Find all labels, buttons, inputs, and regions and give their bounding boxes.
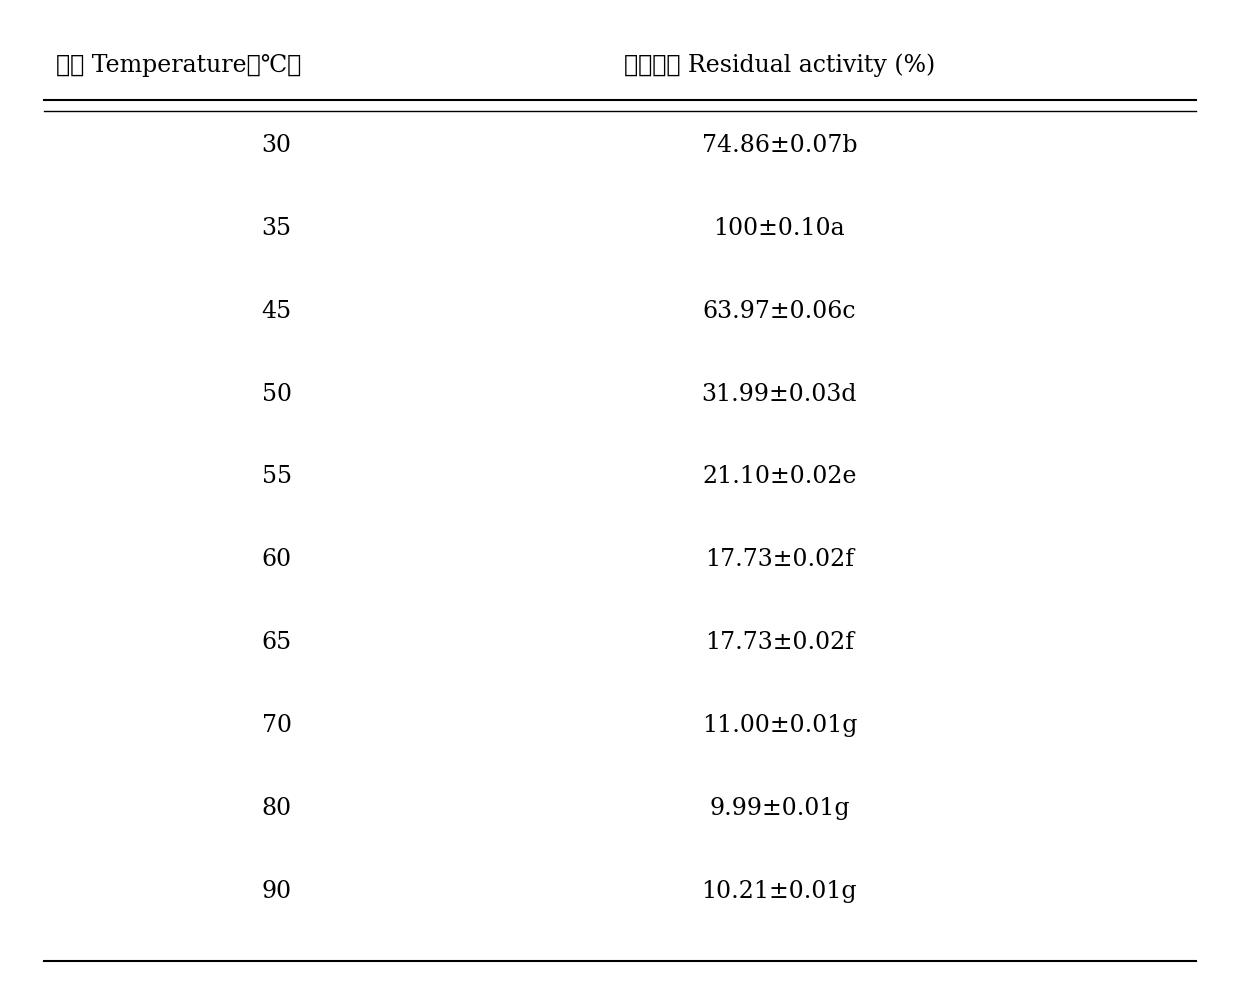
Text: 31.99±0.03d: 31.99±0.03d	[702, 383, 857, 405]
Text: 50: 50	[262, 383, 291, 405]
Text: 温度 Temperature（℃）: 温度 Temperature（℃）	[56, 54, 301, 77]
Text: 80: 80	[262, 797, 291, 820]
Text: 17.73±0.02f: 17.73±0.02f	[704, 631, 854, 654]
Text: 55: 55	[262, 466, 291, 489]
Text: 45: 45	[262, 300, 291, 322]
Text: 65: 65	[262, 631, 291, 654]
Text: 63.97±0.06c: 63.97±0.06c	[703, 300, 856, 322]
Text: 11.00±0.01g: 11.00±0.01g	[702, 714, 857, 737]
Text: 9.99±0.01g: 9.99±0.01g	[709, 797, 849, 820]
Text: 74.86±0.07b: 74.86±0.07b	[702, 134, 857, 157]
Text: 60: 60	[262, 548, 291, 572]
Text: 17.73±0.02f: 17.73±0.02f	[704, 548, 854, 572]
Text: 30: 30	[262, 134, 291, 157]
Text: 残余活性 Residual activity (%): 残余活性 Residual activity (%)	[624, 53, 935, 77]
Text: 100±0.10a: 100±0.10a	[713, 217, 846, 239]
Text: 21.10±0.02e: 21.10±0.02e	[702, 466, 857, 489]
Text: 70: 70	[262, 714, 291, 737]
Text: 90: 90	[262, 880, 291, 903]
Text: 35: 35	[262, 217, 291, 239]
Text: 10.21±0.01g: 10.21±0.01g	[702, 880, 857, 903]
